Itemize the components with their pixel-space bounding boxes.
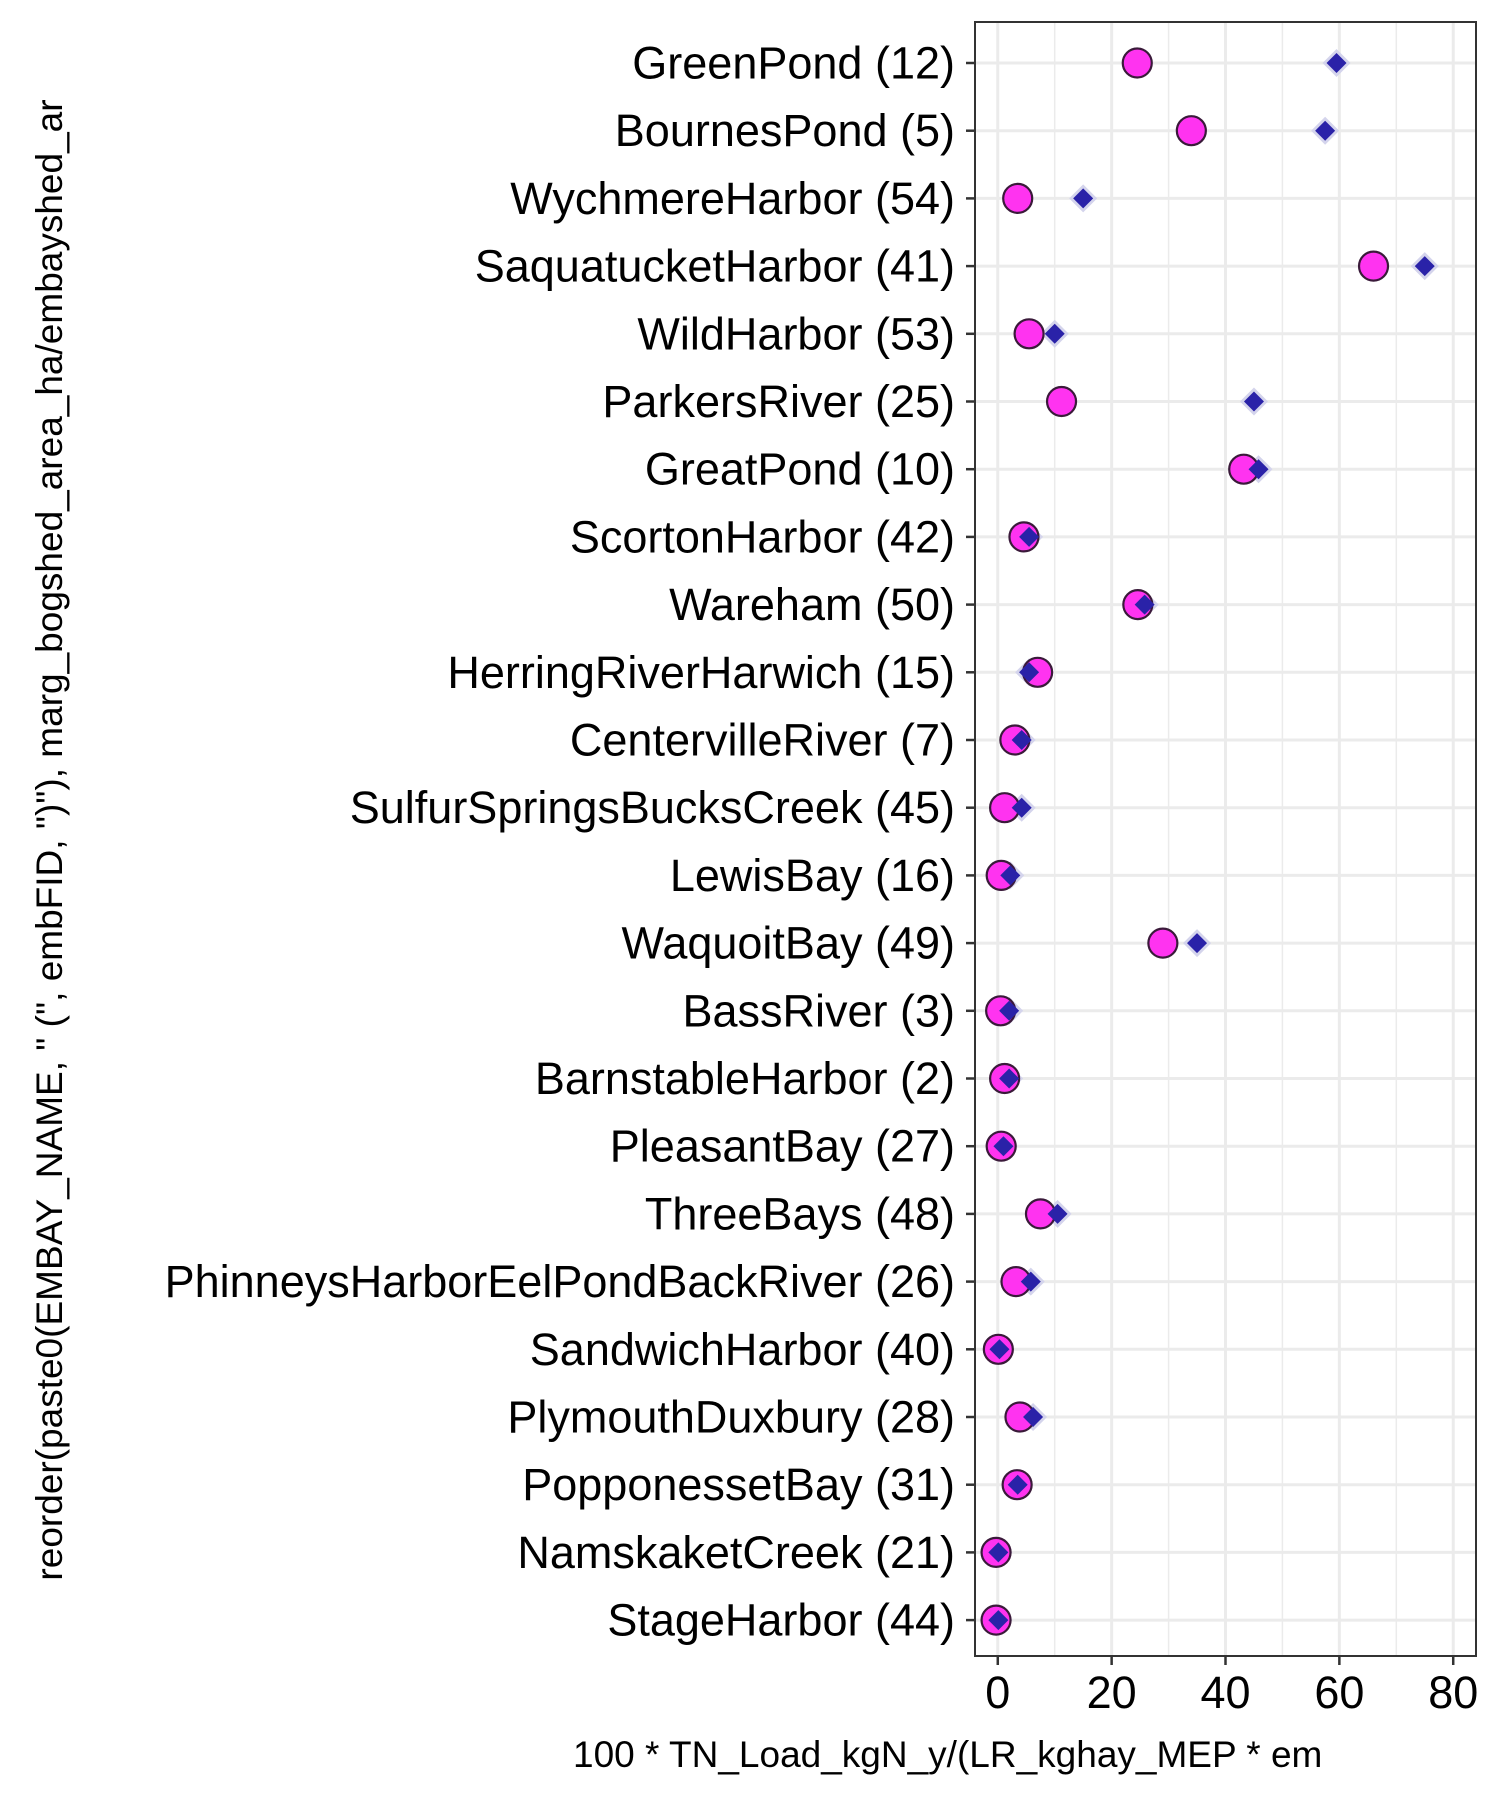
y-tick-label: PopponessetBay (31)	[522, 1459, 955, 1510]
diamond-point	[999, 1068, 1020, 1089]
x-tick-label: 80	[1428, 1667, 1478, 1718]
axis-layer: GreenPond (12) BournesPond (5) WychmereHar…	[165, 38, 1479, 1719]
diamond-point	[1047, 1203, 1068, 1224]
point-layer	[980, 47, 1435, 1636]
diamond-point	[1000, 865, 1021, 886]
y-tick-label: GreenPond (12)	[632, 38, 955, 89]
y-axis-title: reorder(paste0(EMBAY_NAME, " (", embFID,…	[29, 99, 70, 1580]
y-tick-label: ScortonHarbor (42)	[570, 511, 955, 562]
diamond-point	[1073, 188, 1094, 209]
x-tick-label: 0	[985, 1667, 1010, 1718]
y-tick-label: Wareham (50)	[669, 579, 955, 630]
y-tick-label: StageHarbor (44)	[607, 1595, 955, 1646]
circle-point	[1013, 318, 1045, 350]
y-tick-label: SaquatucketHarbor (41)	[475, 241, 955, 292]
y-tick-label: SandwichHarbor (40)	[530, 1324, 955, 1375]
diamond-point	[1011, 730, 1032, 750]
diamond-point	[1020, 1271, 1041, 1292]
x-axis-title: 100 * TN_Load_kgN_y/(LR_kghay_MEP * em	[573, 1734, 1322, 1775]
y-tick-label: ThreeBays (48)	[645, 1188, 955, 1239]
y-tick-label: WychmereHarbor (54)	[510, 173, 955, 224]
y-tick-label: CentervilleRiver (7)	[570, 715, 955, 766]
grid-layer	[975, 22, 1476, 1656]
diamond-point	[993, 1136, 1014, 1157]
y-tick-label: SulfurSpringsBucksCreek (45)	[350, 782, 955, 833]
y-tick-label: BournesPond (5)	[615, 105, 955, 156]
diamond-point	[1248, 459, 1269, 480]
y-tick-label: GreatPond (10)	[645, 444, 955, 495]
diamond-point	[1134, 594, 1155, 615]
y-tick-label: ParkersRiver (25)	[602, 376, 955, 427]
circle-point	[1045, 385, 1078, 418]
diamond-point	[1019, 526, 1040, 547]
diamond-point	[1187, 933, 1208, 954]
diamond-point	[1044, 323, 1065, 344]
circle-point	[1175, 115, 1207, 147]
diamond-point	[1414, 256, 1435, 277]
y-tick-label: PlymouthDuxbury (28)	[507, 1392, 955, 1443]
diamond-point	[1019, 662, 1040, 683]
y-tick-label: PhinneysHarborEelPondBackRiver (26)	[165, 1256, 955, 1307]
y-tick-label: PleasantBay (27)	[610, 1121, 955, 1172]
circle-point	[1147, 927, 1179, 959]
y-tick-label: HerringRiverHarwich (15)	[447, 647, 955, 698]
diamond-point	[1326, 53, 1347, 73]
diamond-point	[1243, 391, 1264, 412]
diamond-point	[1023, 1407, 1044, 1427]
circle-point	[1002, 182, 1034, 214]
diamond-point	[1011, 797, 1032, 818]
diamond-point	[1007, 1474, 1028, 1495]
y-tick-label: WaquoitBay (49)	[622, 918, 955, 969]
y-tick-label: LewisBay (16)	[670, 850, 955, 901]
y-tick-label: BassRiver (3)	[682, 985, 955, 1036]
x-tick-label: 20	[1087, 1667, 1137, 1718]
diamond-point	[988, 1610, 1009, 1631]
x-tick-label: 40	[1200, 1667, 1250, 1718]
diamond-point	[1315, 120, 1336, 141]
y-tick-label: NamskaketCreek (21)	[517, 1527, 955, 1578]
circle-point	[1121, 47, 1153, 79]
diamond-point	[988, 1542, 1009, 1563]
diamond-point	[989, 1339, 1010, 1360]
circle-point	[1357, 250, 1390, 282]
diamond-point	[999, 1000, 1020, 1021]
y-tick-label: WildHarbor (53)	[637, 308, 955, 359]
y-tick-label: BarnstableHarbor (2)	[535, 1053, 955, 1104]
x-tick-label: 60	[1314, 1667, 1364, 1718]
